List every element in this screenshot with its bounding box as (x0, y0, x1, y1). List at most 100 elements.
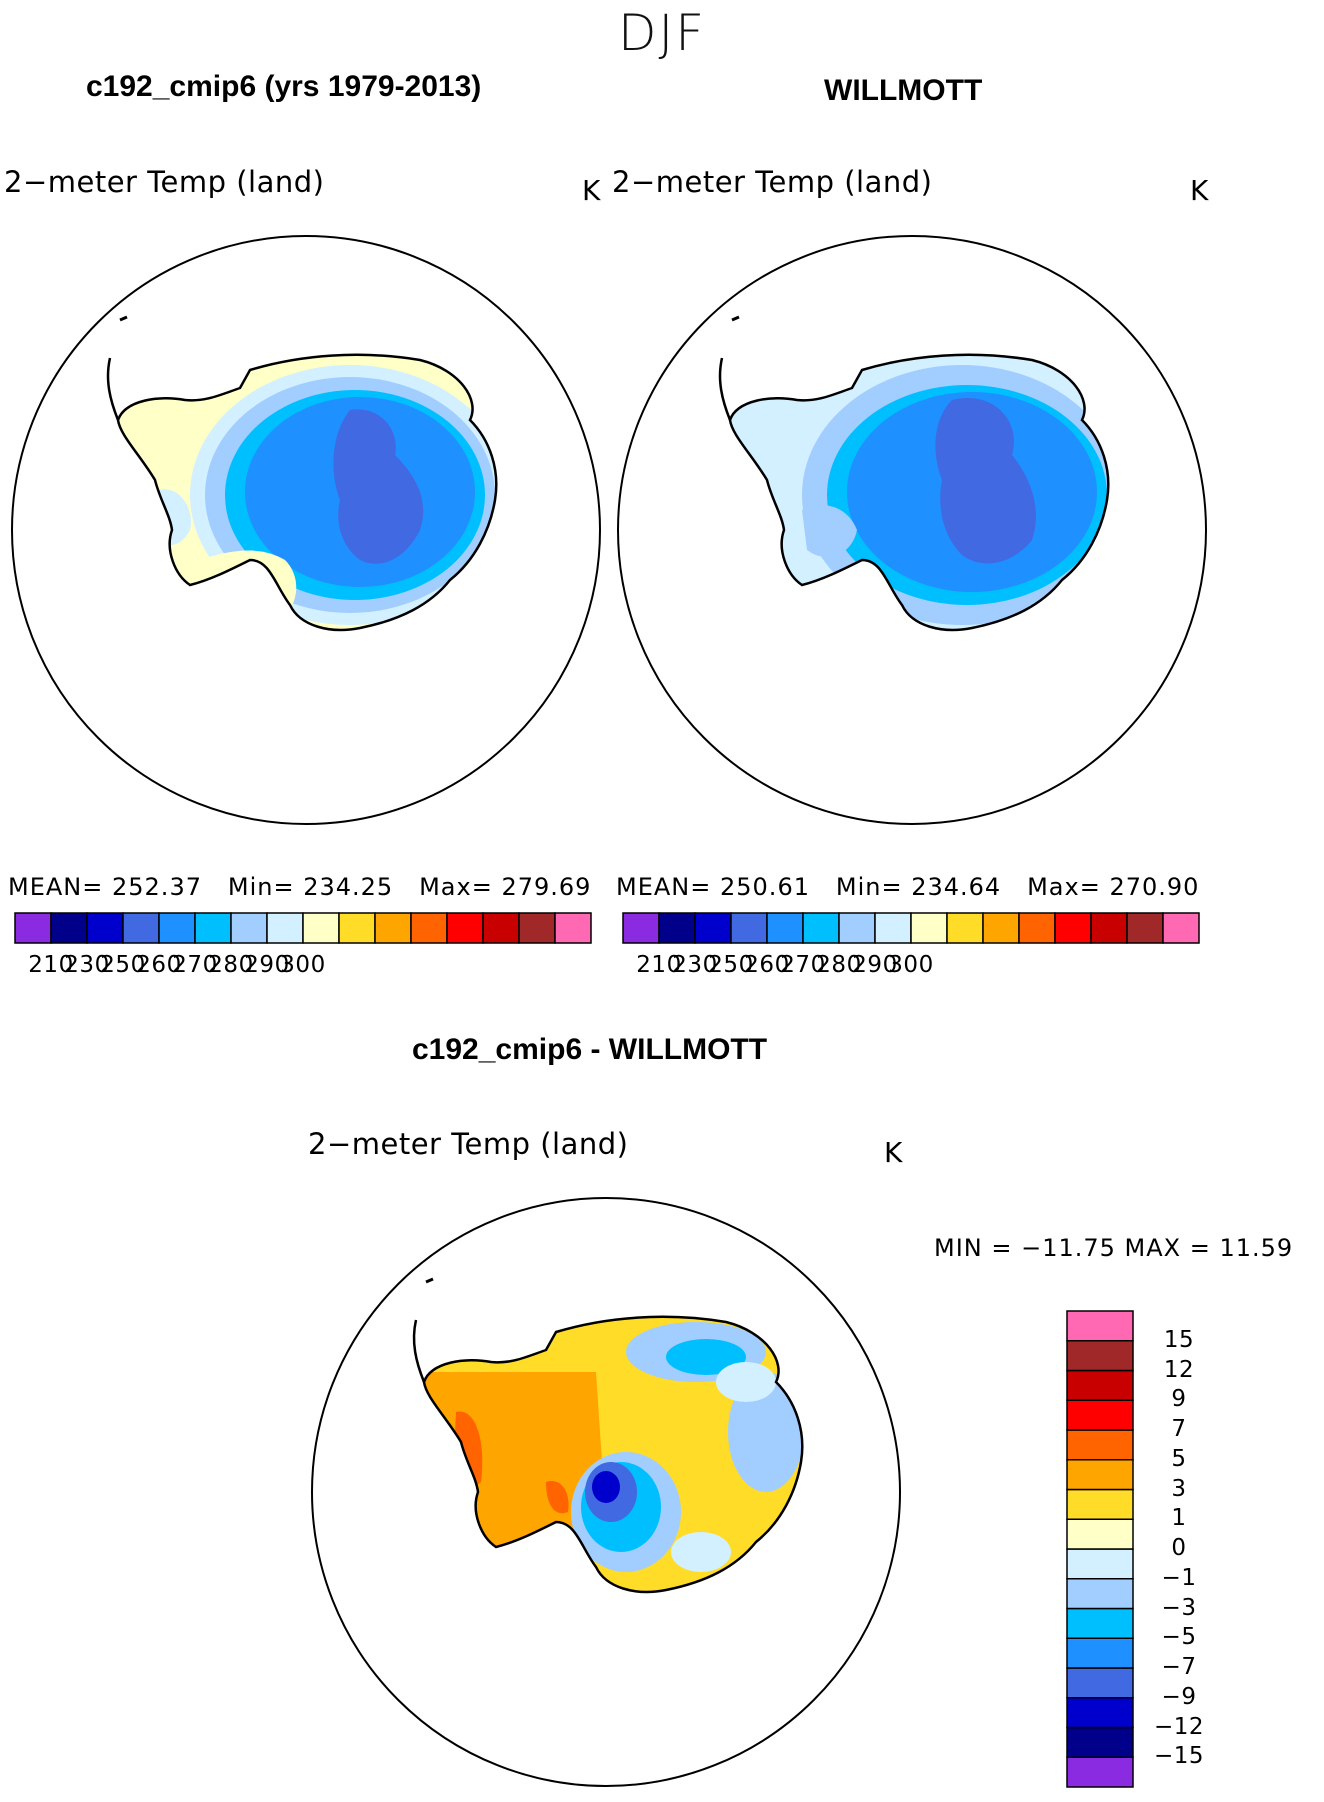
diff-colorbar (1066, 1310, 1134, 1788)
model-colorbar-tick-label: 230 (64, 952, 110, 978)
diff-colorbar-tick-label: −15 (1153, 1743, 1205, 1770)
obs-variable-label: 2−meter Temp (land) (612, 165, 933, 199)
obs-colorbar-tick-label: 260 (744, 952, 790, 978)
diff-colorbar-tick-label: −3 (1161, 1594, 1197, 1621)
model-colorbar-swatch (122, 912, 160, 944)
diff-colorbar-tick-label: 1 (1171, 1505, 1187, 1532)
obs-units-label: K (1190, 174, 1209, 207)
obs-colorbar-ticks: 210 230 250 260 270 280 290 300 (622, 952, 1200, 982)
diff-colorbar-tick-label: 12 (1163, 1356, 1195, 1383)
model-colorbar-swatch (446, 912, 484, 944)
diff-colorbar-swatch (1066, 1548, 1134, 1580)
diff-colorbar-tick-label: −7 (1161, 1654, 1197, 1680)
diff-colorbar-swatch (1066, 1578, 1134, 1610)
obs-colorbar-swatch (838, 912, 876, 944)
diff-colorbar-tick-label: −5 (1161, 1624, 1197, 1651)
diff-colorbar-swatch (1066, 1459, 1134, 1491)
obs-colorbar-tick-label: 280 (816, 952, 862, 978)
model-panel-title: c192_cmip6 (yrs 1979-2013) (86, 70, 482, 103)
model-colorbar-swatch (86, 912, 124, 944)
obs-colorbar-swatch (910, 912, 948, 944)
model-colorbar-swatch (158, 912, 196, 944)
diff-colorbar-swatch (1066, 1399, 1134, 1431)
obs-colorbar-swatch (1018, 912, 1056, 944)
obs-colorbar-swatch (946, 912, 984, 944)
obs-colorbar-swatch (874, 912, 912, 944)
model-colorbar-tick-label: 280 (208, 952, 254, 978)
diff-colorbar-swatch (1066, 1518, 1134, 1550)
season-title: DJF (617, 4, 706, 62)
obs-colorbar-swatch (622, 912, 660, 944)
obs-colorbar-swatch (658, 912, 696, 944)
model-colorbar-swatch (410, 912, 448, 944)
diff-colorbar-swatch (1066, 1756, 1134, 1788)
model-colorbar-swatch (14, 912, 52, 944)
obs-colorbar-swatch (1126, 912, 1164, 944)
model-colorbar-tick-label: 210 (28, 952, 74, 978)
diff-stats: MIN = −11.75 MAX = 11.59 (934, 1234, 1294, 1262)
obs-colorbar-tick-label: 290 (852, 952, 898, 978)
obs-colorbar-swatch (730, 912, 768, 944)
diff-colorbar-ticks: −15 −12 −9 −7 −5 −3 −1 0 1 3 5 7 9 12 15 (1144, 1310, 1224, 1790)
diff-colorbar-tick-label: 9 (1171, 1386, 1187, 1413)
obs-colorbar-tick-label: 250 (708, 952, 754, 978)
obs-colorbar-swatch (1054, 912, 1092, 944)
diff-colorbar-tick-label: 3 (1171, 1475, 1187, 1502)
obs-colorbar-swatch (766, 912, 804, 944)
diff-colorbar-tick-label: 5 (1171, 1445, 1187, 1472)
diff-panel-title: c192_cmip6 - WILLMOTT (412, 1033, 768, 1066)
obs-colorbar-swatch (802, 912, 840, 944)
obs-colorbar (622, 912, 1200, 944)
model-colorbar-swatch (230, 912, 268, 944)
model-colorbar-tick-label: 300 (280, 952, 326, 978)
diff-colorbar-swatch (1066, 1607, 1134, 1639)
diff-colorbar-tick-label: −9 (1161, 1683, 1197, 1710)
obs-colorbar-tick-label: 300 (888, 952, 934, 978)
obs-colorbar-tick-label: 230 (672, 952, 718, 978)
obs-colorbar-swatch (694, 912, 732, 944)
model-colorbar-swatch (194, 912, 232, 944)
diff-units-label: K (884, 1136, 903, 1169)
diff-colorbar-tick-label: 7 (1171, 1416, 1187, 1442)
obs-panel-title: WILLMOTT (824, 74, 983, 107)
obs-colorbar-swatch (1162, 912, 1200, 944)
model-colorbar-tick-label: 260 (136, 952, 182, 978)
diff-colorbar-swatch (1066, 1340, 1134, 1372)
model-colorbar-swatch (374, 912, 412, 944)
diff-colorbar-swatch (1066, 1429, 1134, 1461)
diff-colorbar-tick-label: 15 (1163, 1326, 1195, 1353)
model-colorbar-swatch (518, 912, 556, 944)
diff-colorbar-swatch (1066, 1369, 1134, 1401)
model-colorbar-tick-label: 290 (244, 952, 290, 978)
model-colorbar-swatch (302, 912, 340, 944)
diff-colorbar-swatch (1066, 1726, 1134, 1758)
model-map (11, 235, 601, 825)
model-colorbar-tick-label: 270 (172, 952, 218, 978)
model-colorbar-ticks: 210 230 250 260 270 280 290 300 (14, 952, 592, 982)
model-colorbar-swatch (50, 912, 88, 944)
diff-colorbar-tick-label: −1 (1161, 1564, 1197, 1591)
model-colorbar-swatch (482, 912, 520, 944)
model-variable-label: 2−meter Temp (land) (4, 165, 325, 199)
model-colorbar-swatch (338, 912, 376, 944)
diff-colorbar-swatch (1066, 1697, 1134, 1729)
diff-colorbar-tick-label: −12 (1153, 1713, 1205, 1740)
diff-colorbar-tick-label: 0 (1171, 1535, 1187, 1561)
model-units-label: K (582, 174, 601, 207)
model-colorbar (14, 912, 592, 944)
obs-colorbar-swatch (982, 912, 1020, 944)
diff-colorbar-swatch (1066, 1488, 1134, 1520)
obs-colorbar-tick-label: 210 (636, 952, 682, 978)
diff-colorbar-swatch (1066, 1310, 1134, 1342)
diff-map (311, 1197, 901, 1787)
diff-variable-label: 2−meter Temp (land) (308, 1127, 629, 1161)
model-colorbar-swatch (266, 912, 304, 944)
diff-colorbar-swatch (1066, 1667, 1134, 1699)
obs-stats: MEAN= 250.61 Min= 234.64 Max= 270.90 (616, 873, 1200, 901)
obs-colorbar-tick-label: 270 (780, 952, 826, 978)
obs-colorbar-swatch (1090, 912, 1128, 944)
obs-map (617, 235, 1207, 825)
model-colorbar-swatch (554, 912, 592, 944)
diff-colorbar-swatch (1066, 1637, 1134, 1669)
model-stats: MEAN= 252.37 Min= 234.25 Max= 279.69 (8, 873, 592, 901)
